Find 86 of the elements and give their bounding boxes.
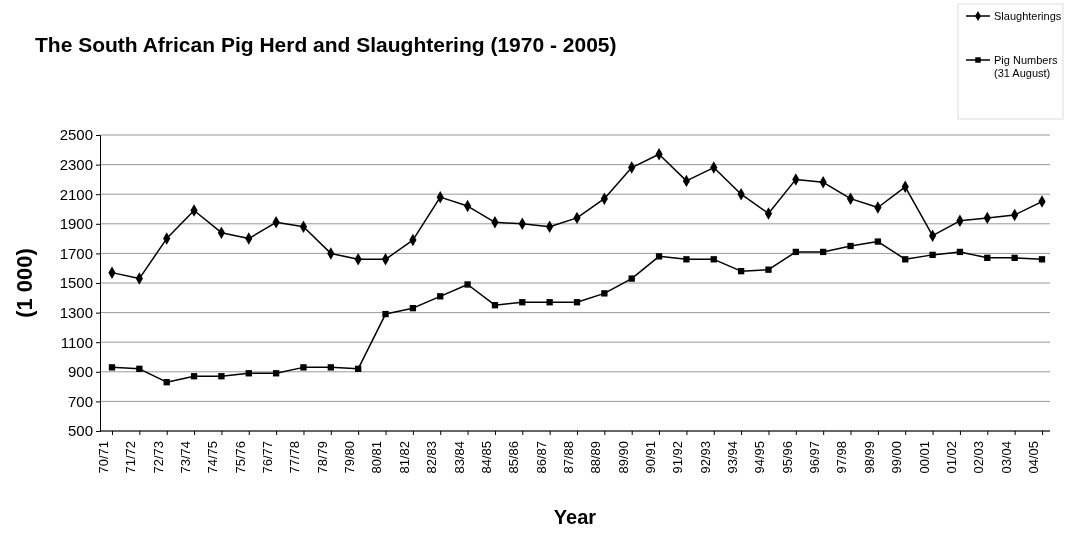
x-tick-label: 74/75 xyxy=(205,441,221,474)
point xyxy=(108,364,116,371)
point xyxy=(163,379,170,386)
y-tick-label: 900 xyxy=(67,363,93,381)
x-tick-label: 76/77 xyxy=(260,441,276,474)
y-tick-label: 1500 xyxy=(59,274,93,292)
point xyxy=(573,299,581,306)
x-tick-label: 92/93 xyxy=(697,441,713,474)
x-tick-label: 84/85 xyxy=(478,441,494,474)
y-tick-label: 500 xyxy=(67,422,93,440)
point xyxy=(902,256,909,263)
y-tick-label: 1300 xyxy=(59,303,93,321)
point xyxy=(409,305,417,312)
x-tick-label: 91/92 xyxy=(670,441,686,474)
point xyxy=(300,364,307,371)
y-axis-title: (1 000) xyxy=(12,248,37,318)
x-tick-label: 96/97 xyxy=(807,441,823,474)
y-tick-label: 700 xyxy=(67,392,93,410)
x-tick-label: 86/87 xyxy=(533,441,549,474)
point xyxy=(601,290,608,297)
x-tick-label: 85/86 xyxy=(506,441,522,474)
point xyxy=(327,364,334,371)
point xyxy=(546,299,553,306)
point xyxy=(655,253,663,260)
x-tick-label: 04/05 xyxy=(1025,441,1041,474)
x-tick-label: 90/91 xyxy=(643,441,659,474)
point xyxy=(628,275,635,282)
point xyxy=(956,248,964,256)
point xyxy=(929,251,936,259)
point xyxy=(792,248,799,256)
legend-label: Pig Numbers (31 August) xyxy=(994,54,1059,79)
point xyxy=(765,266,772,273)
x-tick-label: 75/76 xyxy=(232,441,248,474)
x-tick-label: 93/94 xyxy=(725,441,741,474)
point xyxy=(683,256,690,263)
point xyxy=(437,293,444,300)
point xyxy=(737,268,745,275)
x-tick-label: 02/03 xyxy=(971,441,987,474)
x-tick-label: 80/81 xyxy=(369,441,385,474)
point xyxy=(190,373,198,380)
x-tick-label: 03/04 xyxy=(998,441,1014,474)
point xyxy=(464,281,471,288)
x-tick-label: 99/00 xyxy=(889,441,905,474)
point xyxy=(847,242,854,250)
x-tick-label: 78/79 xyxy=(314,441,330,474)
x-tick-label: 87/88 xyxy=(560,441,576,474)
x-tick-label: 77/78 xyxy=(287,441,303,474)
x-tick-label: 71/72 xyxy=(123,441,139,474)
x-tick-label: 94/95 xyxy=(752,441,768,474)
x-tick-label: 89/90 xyxy=(615,441,631,474)
x-tick-label: 73/74 xyxy=(178,441,194,474)
point xyxy=(491,302,499,309)
x-tick-label: 88/89 xyxy=(588,441,604,474)
chart-title: The South African Pig Herd and Slaughtering (1970 - 2005) xyxy=(35,33,617,56)
x-tick-label: 79/80 xyxy=(342,441,358,474)
y-tick-label: 1100 xyxy=(60,333,93,351)
x-tick-label: 70/71 xyxy=(95,441,111,474)
x-tick-label: 83/84 xyxy=(451,441,467,474)
y-tick-label: 1900 xyxy=(59,215,93,233)
point xyxy=(136,365,143,372)
point xyxy=(984,254,991,261)
point xyxy=(218,373,225,380)
y-tick-label: 2300 xyxy=(59,155,93,173)
x-tick-label: 95/96 xyxy=(779,441,795,474)
x-tick-label: 82/83 xyxy=(424,441,440,474)
point xyxy=(272,370,280,377)
y-tick-label: 2500 xyxy=(59,126,93,144)
point xyxy=(710,256,717,263)
x-tick-label: 00/01 xyxy=(916,441,932,474)
point xyxy=(820,248,827,256)
point xyxy=(382,310,389,318)
x-tick-label: 01/02 xyxy=(943,441,959,474)
y-tick-label: 2100 xyxy=(59,185,93,203)
point xyxy=(355,365,362,372)
point xyxy=(245,370,252,377)
point xyxy=(874,238,882,245)
legend-label: Slaughterings xyxy=(994,10,1062,22)
x-tick-label: 72/73 xyxy=(150,441,166,474)
point xyxy=(1011,254,1018,261)
point xyxy=(519,299,526,306)
x-axis-title: Year xyxy=(553,506,597,528)
x-tick-label: 81/82 xyxy=(396,441,412,474)
x-tick-label: 98/99 xyxy=(861,441,877,474)
y-tick-label: 1700 xyxy=(59,244,93,262)
point xyxy=(1038,256,1046,263)
x-tick-label: 97/98 xyxy=(834,441,850,474)
